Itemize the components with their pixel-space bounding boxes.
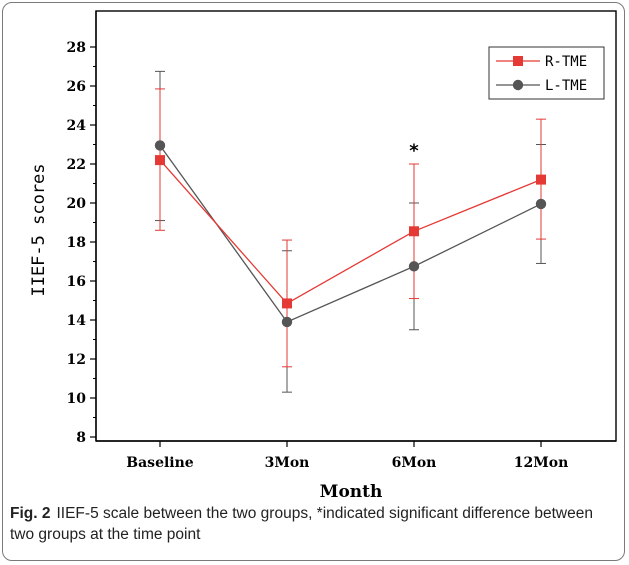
x-tick-label: 3Mon: [265, 455, 310, 471]
y-tick-label: 12: [67, 352, 86, 368]
data-point-r-tme: [409, 226, 419, 237]
y-tick-label: 22: [67, 157, 86, 173]
series-line-l-tme: [159, 145, 542, 323]
y-tick-label: 26: [67, 79, 86, 95]
x-tick-label: Baseline: [126, 455, 194, 471]
legend-label: R-TME: [545, 54, 587, 70]
y-tick-label: 16: [67, 274, 86, 290]
data-point-l-tme: [281, 316, 293, 328]
y-axis-label: IIEF-5 scores: [29, 163, 49, 296]
y-tick-label: 24: [67, 118, 87, 134]
line-chart: 8 10 12 14 16 18 20 22 24 26 28 Baseline 3Mon 6Mon 12…: [29, 10, 617, 500]
figure-label: Fig. 2: [10, 505, 51, 522]
figure-caption-text: IIEF-5 scale between the two groups, *in…: [10, 505, 593, 543]
figure-caption: Fig. 2 IIEF-5 scale between the two group…: [10, 503, 615, 545]
x-axis-label: Month: [320, 482, 383, 500]
x-tick-label: 6Mon: [392, 455, 437, 471]
x-tick-label: 12Mon: [514, 455, 569, 471]
data-point-l-tme: [154, 140, 166, 151]
x-axis: Baseline 3Mon 6Mon 12Mon: [96, 440, 616, 471]
legend: R-TME L-TME: [488, 46, 605, 100]
figure-frame: [2, 2, 625, 561]
significance-marker: *: [409, 140, 419, 161]
y-tick-label: 28: [67, 40, 86, 56]
y-tick-label: 10: [67, 391, 87, 407]
y-axis: 8 10 12 14 16 18 20 22 24 26 28: [67, 11, 97, 446]
legend-marker: [513, 56, 523, 66]
legend-marker: [512, 79, 524, 91]
y-tick-label: 8: [76, 430, 86, 446]
data-point-r-tme: [536, 174, 546, 185]
data-point-l-tme: [408, 261, 420, 272]
series-line-r-tme: [159, 159, 542, 305]
data-point-l-tme: [535, 198, 547, 210]
series-layer: [154, 70, 547, 393]
data-point-r-tme: [282, 298, 292, 309]
y-tick-label: 14: [67, 313, 87, 329]
legend-box: [488, 46, 605, 100]
data-point-r-tme: [155, 155, 165, 166]
legend-label: L-TME: [545, 78, 587, 94]
y-tick-label: 20: [67, 196, 87, 212]
y-tick-label: 18: [67, 235, 86, 251]
annotation-layer: *: [409, 140, 419, 161]
